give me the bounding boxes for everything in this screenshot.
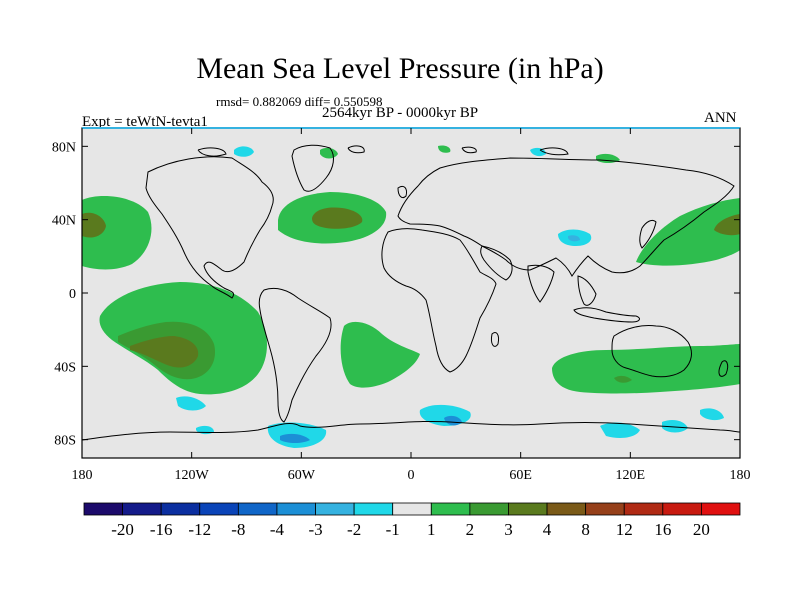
coast-japan [639,219,657,249]
colorbar-label: -8 [231,520,245,539]
colorbar-swatch [199,502,239,516]
colorbar-swatch [623,502,664,516]
colorbar-swatch [430,502,471,516]
anomaly-tibet-core [568,235,580,242]
x-tick-label: 60E [509,468,532,483]
coast-eurasia [397,157,735,277]
colorbar-label: 3 [504,520,513,539]
y-tick-label: 80N [52,140,76,155]
coast-uk [397,185,407,199]
colorbar: -20 -16 -12 -8 -4 -3 -2 -1 1 2 3 4 8 12 16 20 [83,502,741,539]
colorbar-swatch [662,502,702,516]
anomaly-southern-ocean [552,344,740,394]
colorbar-swatch [546,502,587,516]
anomaly-npacific-east-core [714,214,740,236]
colorbar-swatch [469,502,509,516]
colorbar-swatch [353,502,394,516]
y-tick-label: 0 [69,287,76,302]
colorbar-label: 16 [654,520,671,539]
colorbar-swatch [315,502,355,516]
y-tick-label: 40N [52,214,76,229]
colorbar-label: -4 [270,520,285,539]
colorbar-swatch [160,502,201,516]
anomaly-antarctic-east-2 [662,420,688,433]
x-tick-label: 180 [72,468,93,483]
colorbar-label: -12 [188,520,211,539]
colorbar-label: 12 [616,520,633,539]
colorbar-label: 8 [581,520,590,539]
coast-greenland [291,144,334,192]
anomaly-npacific-west [82,196,152,270]
anomaly-satlantic [340,321,420,388]
experiment-label: Expt = teWtN-tevta1 [82,114,208,130]
colorbar-swatch [83,502,123,516]
anomaly-spacific-core [130,336,199,368]
x-tick-label: 0 [408,468,415,483]
colorbar-label: -16 [150,520,173,539]
figure-title: Mean Sea Level Pressure (in hPa) [196,52,604,85]
coast-south-america [258,287,332,423]
coast-africa [381,228,497,373]
anomaly-antarctic-pacific [176,396,206,411]
anomaly-s-indian-core [444,415,462,426]
x-tick-label: 120W [175,468,210,483]
coast-se-asia [577,275,597,306]
colorbar-swatch [122,502,162,516]
anomaly-weddell-core [280,433,310,443]
colorbar-label: 20 [693,520,710,539]
colorbar-label: 1 [427,520,436,539]
coast-indonesia [573,307,640,323]
anomaly-arctic-blob-3 [438,145,451,153]
colorbar-swatch [392,502,432,516]
anomaly-npacific-east [636,198,740,266]
x-axis: 180 120W 60W 0 60E 120E 180 [72,128,751,483]
colorbar-swatch [701,502,741,516]
coast-australia [611,325,692,378]
coast-madagascar [491,331,499,347]
coastlines [81,144,741,441]
anomaly-greenland [234,146,254,157]
anomaly-antarctic-east-3 [700,408,724,421]
coast-new-zealand [718,360,729,377]
x-tick-label: 60W [288,468,316,483]
anomaly-natlantic-core [312,207,363,229]
colorbar-label: 4 [543,520,552,539]
coast-arabia [480,245,513,281]
y-tick-label: 40S [54,360,76,375]
coast-arctic-islands [197,145,569,157]
y-tick-label: 80S [54,434,76,449]
colorbar-label: -20 [111,520,134,539]
y-axis: 80N 40N 0 40S 80S [52,140,740,449]
season-label: ANN [704,110,737,126]
stats-label: rmsd= 0.882069 diff= 0.550598 [216,94,383,109]
colorbar-label: 2 [466,520,475,539]
coast-india [527,264,555,303]
coast-antarctica [81,420,741,441]
colorbar-label: -2 [347,520,361,539]
colorbar-swatch [508,502,548,516]
period-label: 2564kyr BP - 0000kyr BP [322,105,479,121]
positive-anomaly-regions [82,145,740,395]
colorbar-label: -3 [308,520,322,539]
anomaly-southern-ocean-core [614,375,632,383]
x-tick-label: 180 [730,468,751,483]
anomaly-n-russia [530,147,546,157]
colorbar-swatch [585,502,625,516]
map-plot-area [81,127,741,459]
anomaly-npacific-west-core [82,212,106,238]
coast-north-america [145,156,274,299]
colorbar-label: -1 [386,520,400,539]
colorbar-swatch [276,502,316,516]
negative-anomaly-regions [176,146,724,448]
anomaly-antarctic-east-1 [600,422,640,438]
x-tick-label: 120E [616,468,646,483]
colorbar-swatch [237,502,278,516]
